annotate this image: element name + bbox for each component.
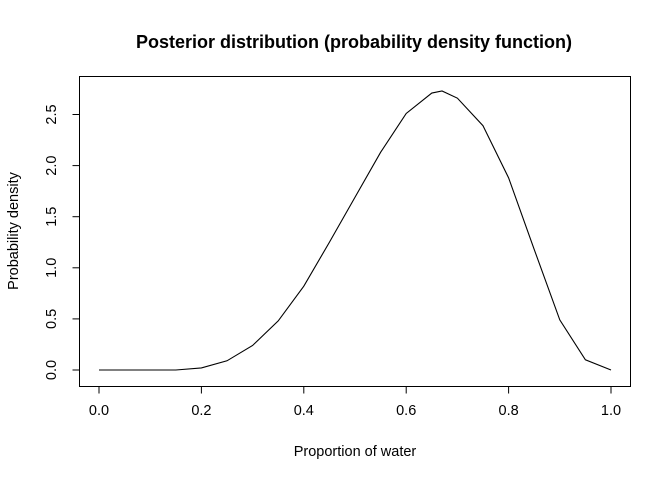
- plot-box: [79, 76, 631, 387]
- y-tick-label: 1.0: [44, 258, 60, 278]
- x-tick-label: 0.6: [396, 403, 416, 419]
- x-tick-label: 0.4: [294, 403, 314, 419]
- y-axis: 0.0 0.5 1.0 1.5 2.0 2.5: [44, 104, 80, 380]
- x-axis: 0.0 0.2 0.4 0.6 0.8 1.0: [89, 386, 621, 419]
- y-tick-label: 0.5: [44, 309, 60, 329]
- posterior-curve: [99, 90, 612, 371]
- x-axis-label: Proportion of water: [294, 444, 417, 460]
- x-tick-label: 0.2: [191, 403, 211, 419]
- y-tick-label: 0.0: [44, 360, 60, 380]
- y-tick-label: 1.5: [44, 207, 60, 227]
- y-axis-label: Probability density: [6, 171, 22, 289]
- y-tick-label: 2.5: [44, 104, 60, 124]
- x-tick-label: 1.0: [601, 403, 621, 419]
- chart-title: Posterior distribution (probability dens…: [136, 32, 572, 52]
- y-tick-label: 2.0: [44, 156, 60, 176]
- x-tick-label: 0.8: [499, 403, 519, 419]
- x-tick-label: 0.0: [89, 403, 109, 419]
